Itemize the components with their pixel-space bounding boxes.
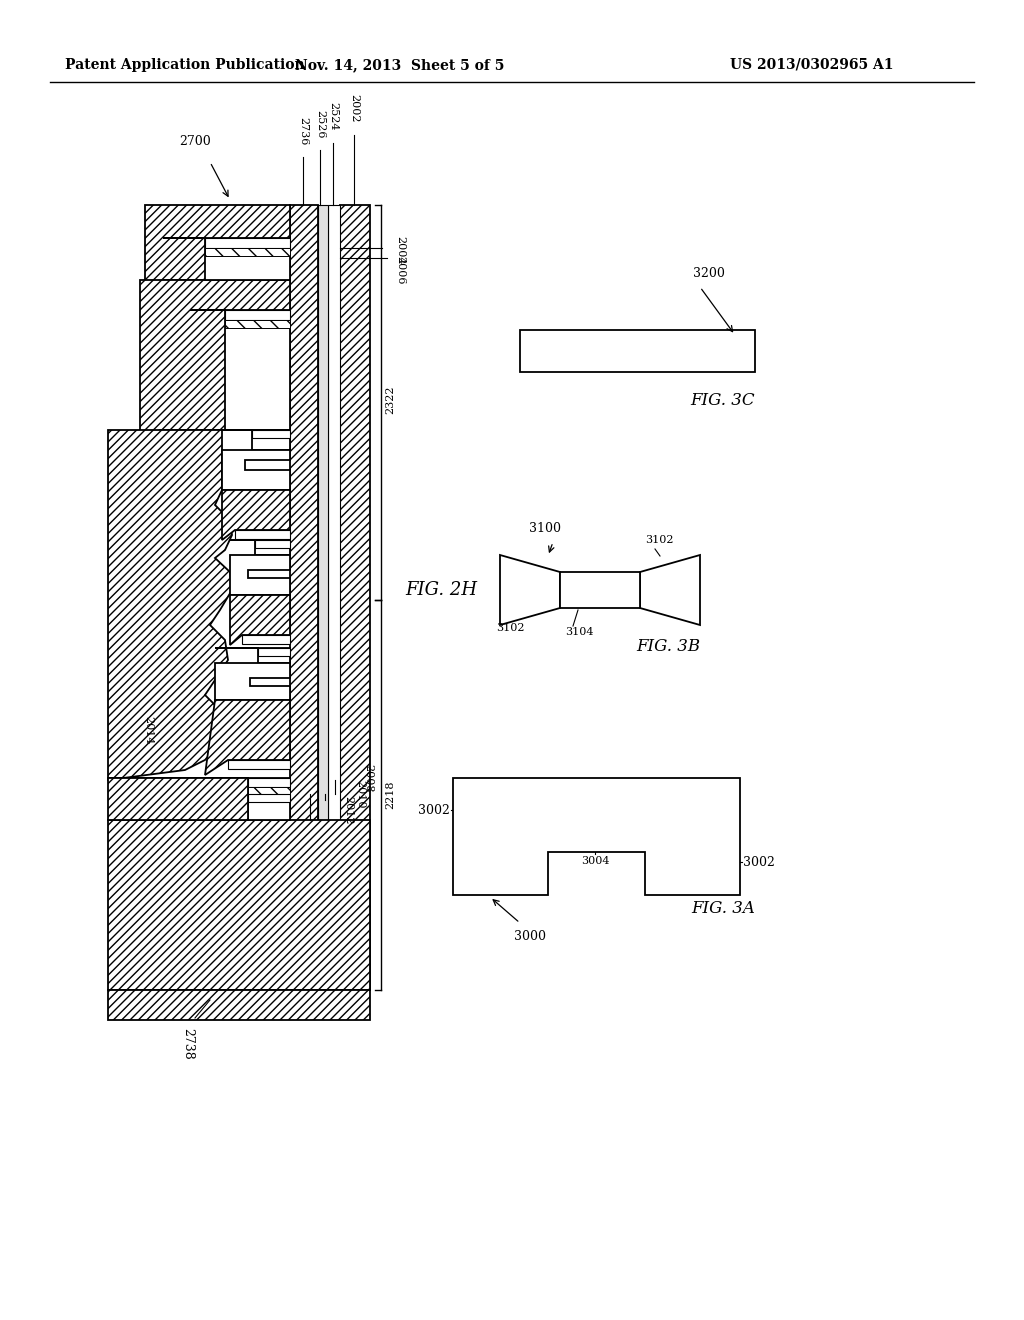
Polygon shape xyxy=(108,777,248,820)
Text: 2014: 2014 xyxy=(143,715,153,744)
Polygon shape xyxy=(145,205,290,294)
Polygon shape xyxy=(248,795,290,803)
Text: FIG. 3A: FIG. 3A xyxy=(691,900,755,917)
Polygon shape xyxy=(248,777,290,787)
Polygon shape xyxy=(242,635,290,644)
Polygon shape xyxy=(640,554,700,624)
Polygon shape xyxy=(225,319,290,327)
Polygon shape xyxy=(205,238,290,248)
Text: US 2013/0302965 A1: US 2013/0302965 A1 xyxy=(730,58,894,73)
Text: 2218: 2218 xyxy=(385,780,395,809)
Text: FIG. 3B: FIG. 3B xyxy=(636,638,700,655)
Polygon shape xyxy=(163,238,290,280)
Polygon shape xyxy=(500,554,560,624)
Text: 2322: 2322 xyxy=(385,385,395,414)
Text: 2736: 2736 xyxy=(298,116,308,145)
Text: Patent Application Publication: Patent Application Publication xyxy=(65,58,304,73)
Polygon shape xyxy=(560,572,640,609)
Polygon shape xyxy=(234,531,290,539)
Polygon shape xyxy=(248,787,290,795)
Polygon shape xyxy=(108,820,370,990)
Polygon shape xyxy=(230,554,290,595)
Polygon shape xyxy=(215,663,290,700)
Text: 2008: 2008 xyxy=(362,764,373,793)
Polygon shape xyxy=(108,430,232,780)
Polygon shape xyxy=(108,777,290,820)
Text: 2700: 2700 xyxy=(179,135,211,148)
Text: 2526: 2526 xyxy=(315,110,325,139)
Text: Nov. 14, 2013  Sheet 5 of 5: Nov. 14, 2013 Sheet 5 of 5 xyxy=(295,58,505,73)
Polygon shape xyxy=(225,310,290,319)
Polygon shape xyxy=(222,430,290,450)
Polygon shape xyxy=(230,595,290,645)
Polygon shape xyxy=(340,205,370,990)
Text: 3002: 3002 xyxy=(743,855,775,869)
Polygon shape xyxy=(328,205,340,990)
Polygon shape xyxy=(205,248,290,256)
Text: 3102: 3102 xyxy=(496,623,524,634)
Text: FIG. 2H: FIG. 2H xyxy=(406,581,477,599)
Polygon shape xyxy=(230,540,290,554)
Polygon shape xyxy=(108,990,370,1020)
Polygon shape xyxy=(290,205,318,990)
Polygon shape xyxy=(258,648,290,656)
Text: 3002: 3002 xyxy=(418,804,450,817)
Text: 3004: 3004 xyxy=(581,855,609,866)
Text: 3102: 3102 xyxy=(645,535,674,545)
Text: 2738: 2738 xyxy=(181,1028,195,1060)
Text: 2012: 2012 xyxy=(343,796,353,825)
Text: 2006: 2006 xyxy=(395,256,406,284)
Text: FIG. 3C: FIG. 3C xyxy=(690,392,755,409)
Text: 2524: 2524 xyxy=(328,103,338,131)
Polygon shape xyxy=(140,280,290,445)
Text: 3100: 3100 xyxy=(529,521,561,535)
Polygon shape xyxy=(228,760,290,770)
Polygon shape xyxy=(453,777,740,895)
Polygon shape xyxy=(222,490,290,540)
Polygon shape xyxy=(255,540,290,548)
Text: 3104: 3104 xyxy=(565,627,594,638)
Polygon shape xyxy=(252,430,290,438)
Polygon shape xyxy=(222,450,290,490)
Text: 2002: 2002 xyxy=(349,95,359,123)
Polygon shape xyxy=(190,310,290,430)
Text: 2004: 2004 xyxy=(395,236,406,264)
Polygon shape xyxy=(215,648,290,663)
Text: 3000: 3000 xyxy=(514,931,546,942)
Polygon shape xyxy=(205,700,290,775)
Polygon shape xyxy=(520,330,755,372)
Text: 3200: 3200 xyxy=(693,267,725,280)
Text: 2010: 2010 xyxy=(355,780,365,808)
Polygon shape xyxy=(318,205,328,990)
